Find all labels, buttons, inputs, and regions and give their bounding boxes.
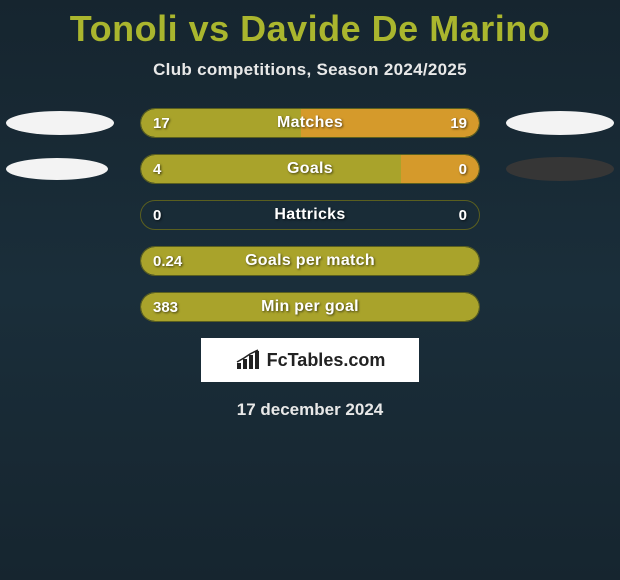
stat-comparison-chart: 1719Matches 40Goals 0 0Hattricks 0.24Goals p… (0, 108, 620, 322)
stat-bar-right (301, 109, 479, 137)
left-indicator-ellipse (6, 158, 108, 180)
snapshot-date: 17 december 2024 (0, 400, 620, 420)
stat-bar-left (141, 247, 479, 275)
stat-label: Hattricks (141, 201, 479, 229)
stat-bar-right (401, 155, 479, 183)
stat-row: 0.24Goals per match (0, 246, 620, 276)
stat-row: 1719Matches (0, 108, 620, 138)
stat-bar-track: 0.24Goals per match (140, 246, 480, 276)
stat-bar-track: 40Goals (140, 154, 480, 184)
stat-bar-left (141, 293, 479, 321)
stat-row: 383Min per goal (0, 292, 620, 322)
stat-bar-track: 1719Matches (140, 108, 480, 138)
stat-left-value: 0 (153, 201, 161, 229)
stat-bar-left (141, 155, 401, 183)
stat-row: 0 0Hattricks (0, 200, 620, 230)
brand-text: FcTables.com (267, 350, 386, 371)
stat-bar-left (141, 109, 301, 137)
stat-right-value: 0 (459, 201, 467, 229)
stat-bar-track: 383Min per goal (140, 292, 480, 322)
right-indicator-ellipse (506, 111, 614, 135)
brand-badge: FcTables.com (201, 338, 419, 382)
comparison-subtitle: Club competitions, Season 2024/2025 (0, 60, 620, 80)
stat-row: 40Goals (0, 154, 620, 184)
bar-chart-icon (235, 349, 261, 371)
stat-bar-track: 0 0Hattricks (140, 200, 480, 230)
comparison-title: Tonoli vs Davide De Marino (0, 0, 620, 50)
right-indicator-ellipse (506, 157, 614, 181)
left-indicator-ellipse (6, 111, 114, 135)
